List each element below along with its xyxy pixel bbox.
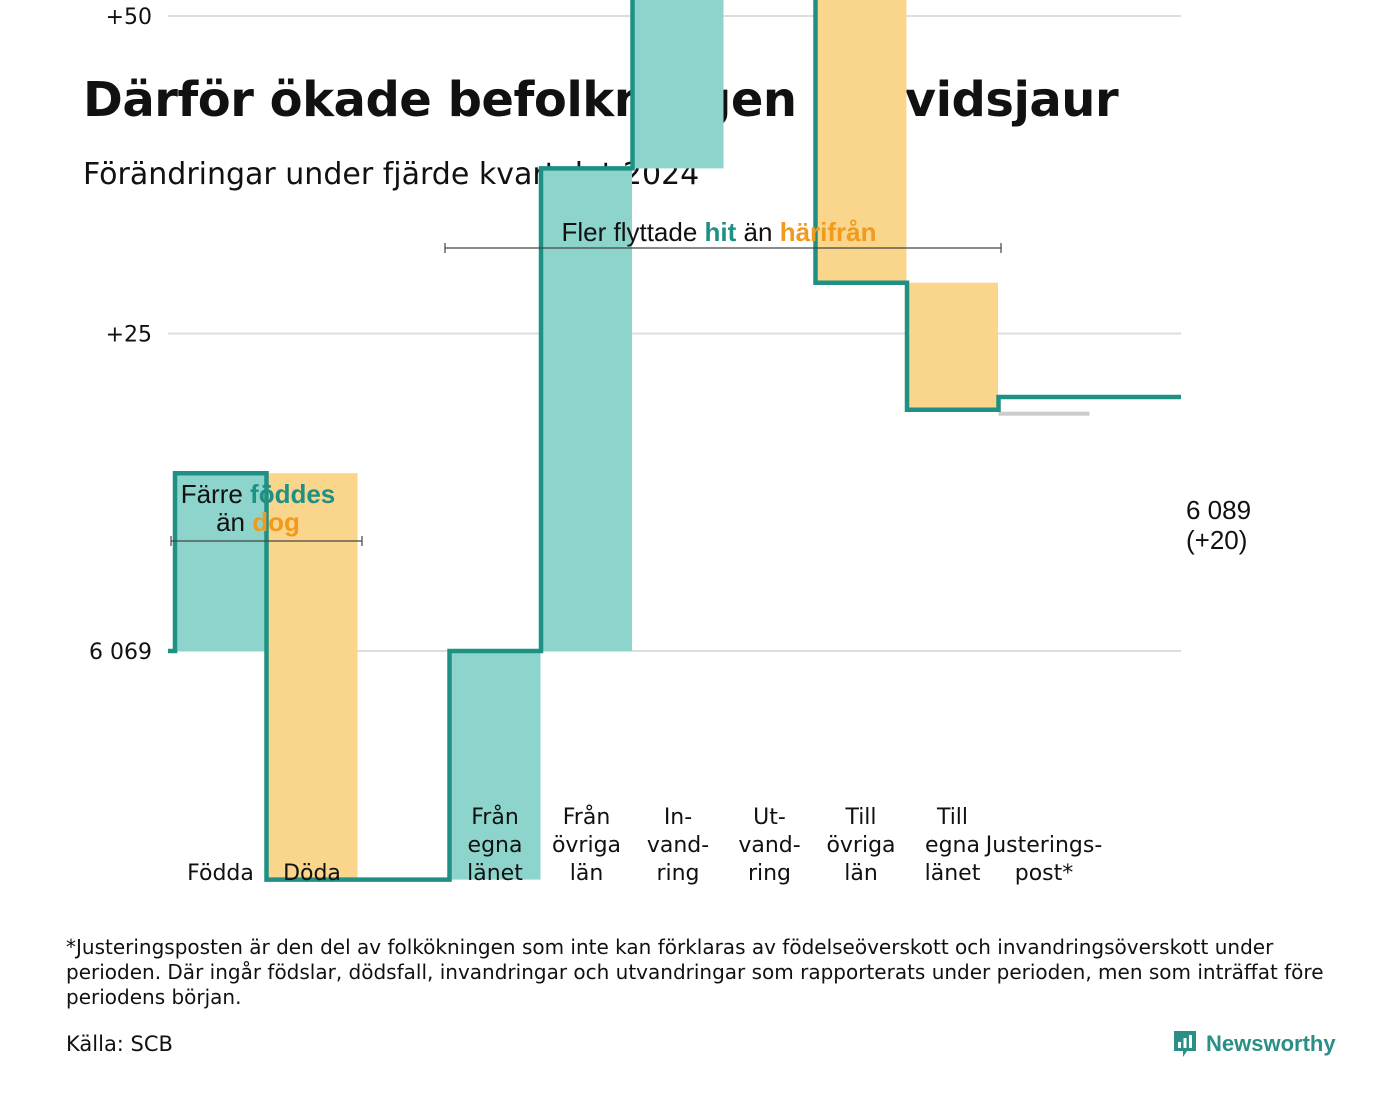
x-label-justering: Justerings- [984,833,1103,858]
y-tick-label: 6 069 [89,640,152,665]
cumulative-step-line [168,0,1181,882]
brand-name: Newsworthy [1206,1031,1336,1056]
bar-fran-egna [449,651,541,880]
x-label-till-ovriga: län [844,861,878,886]
x-label-till-egna: länet [925,861,981,886]
bar-invandring [632,0,724,169]
annotation-deaths-pre: än [216,507,252,537]
x-label-fran-egna: egna [468,833,523,858]
svg-text:Färre föddes: Färre föddes [181,479,336,509]
x-label-till-egna: egna [925,833,980,858]
annotation-migration: Fler flyttade hit än härifrån [444,217,1002,253]
newsworthy-logo-icon [1174,1031,1196,1057]
x-label-invandring: In- [664,805,692,830]
y-tick-label: +25 [106,323,152,348]
x-label-till-ovriga: Till [844,805,876,830]
annotation-births: Färre föddes än dog [170,479,363,546]
annotation-births-pre: Färre [181,479,250,509]
x-label-doda: Döda [283,861,341,886]
end-value-label: 6 089 [1186,495,1251,525]
x-label-fran-ovriga: Från [563,804,611,830]
footnote: *Justeringsposten är den del av folkökni… [66,935,1324,1009]
x-label-invandring: vand- [647,833,709,858]
x-label-fran-egna: länet [467,861,523,886]
x-label-till-ovriga: övriga [826,833,895,858]
end-change-label: (+20) [1186,525,1247,555]
chart-title: Därför ökade befolkningen i Arvidsjaur [83,72,1119,128]
x-label-fodda: Födda [187,861,254,886]
annotation-migration-pre: Fler flyttade [561,217,704,247]
x-label-utvandring: Ut- [753,805,786,830]
x-label-justering: post* [1015,861,1074,886]
source-label: Källa: SCB [66,1032,173,1056]
svg-text:Fler flyttade hit än härifrån: Fler flyttade hit än härifrån [561,217,876,247]
x-label-till-egna: Till [936,805,968,830]
bar-fran-ovriga [541,168,632,651]
svg-text:än dog: än dog [216,507,300,537]
x-label-invandring: ring [656,861,699,886]
x-label-utvandring: vand- [738,833,800,858]
brand-logo[interactable]: Newsworthy [1172,1029,1336,1059]
bar-justering [998,411,1090,416]
annotation-births-em: föddes [250,479,335,509]
annotation-deaths-em: dog [252,507,300,537]
annotation-migration-harifran: härifrån [780,217,877,247]
bar-till-ovriga [815,0,907,283]
annotation-migration-mid: än [736,217,779,247]
x-label-fran-ovriga: övriga [552,833,621,858]
waterfall-chart: 6 069 +25 +50 Födda Döda Från egna länet Från öv… [89,0,1251,886]
annotation-migration-hit: hit [705,217,737,247]
x-label-fran-egna: Från [471,804,519,830]
y-tick-label: +50 [106,5,152,30]
x-label-utvandring: ring [748,861,791,886]
bar-till-egna [907,282,998,410]
x-label-fran-ovriga: län [570,861,604,886]
bar-fodda [175,473,266,651]
